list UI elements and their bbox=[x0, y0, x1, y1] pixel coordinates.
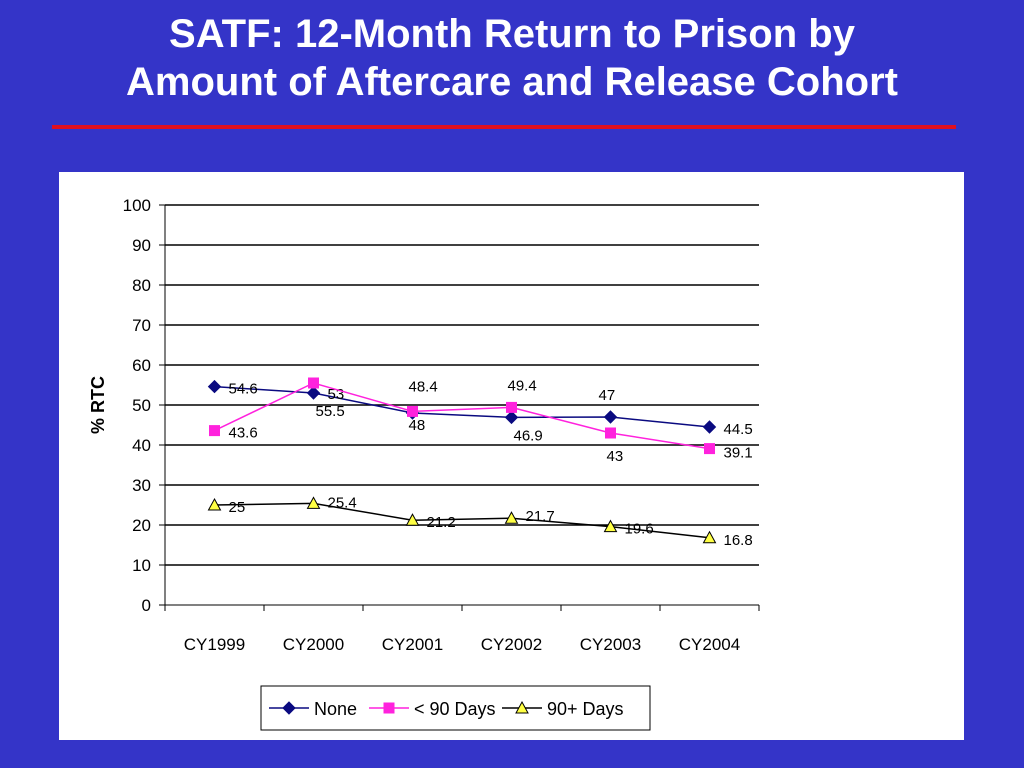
series-1-point-2 bbox=[407, 405, 418, 417]
series-2-data-label-5: 16.8 bbox=[724, 532, 753, 549]
chart-panel: 0 10 20 30 40 50 60 70 80 90 100 CY1999 CY2000 CY2001… bbox=[59, 172, 964, 740]
series-0-data-label-5: 44.5 bbox=[724, 421, 753, 438]
series-0-point-1 bbox=[306, 386, 321, 400]
series-line-2 bbox=[214, 502, 710, 539]
series-2-point-5 bbox=[702, 530, 717, 544]
series-0-point-5 bbox=[702, 420, 717, 434]
y-tick-label-0: 0 bbox=[142, 596, 151, 615]
series-0-point-4 bbox=[603, 410, 618, 424]
series-2-point-1 bbox=[306, 496, 321, 509]
series-line-0 bbox=[214, 385, 710, 428]
series-1-data-label-1: 55.5 bbox=[316, 403, 345, 420]
y-tick-label-100: 100 bbox=[123, 196, 151, 215]
legend-label-1: < 90 Days bbox=[414, 699, 496, 719]
legend-label-2: 90+ Days bbox=[547, 699, 624, 719]
series-1-data-label-5: 39.1 bbox=[724, 445, 753, 462]
title-underline bbox=[52, 125, 956, 129]
series-1-data-label-2: 48.4 bbox=[409, 378, 438, 395]
series-0-data-label-3: 46.9 bbox=[514, 427, 543, 444]
x-tick-label-cy2004: CY2004 bbox=[679, 635, 740, 654]
y-tick-label-10: 10 bbox=[132, 556, 151, 575]
y-tick-label-60: 60 bbox=[132, 356, 151, 375]
legend-marker-0 bbox=[282, 701, 296, 715]
slide-title: SATF: 12-Month Return to Prison by Amoun… bbox=[0, 10, 1024, 106]
series-2-data-label-4: 19.6 bbox=[625, 521, 654, 538]
series-1-point-0 bbox=[209, 425, 220, 437]
series-1-point-5 bbox=[704, 443, 715, 455]
legend-marker-1 bbox=[383, 702, 395, 714]
slide-title-line-2: Amount of Aftercare and Release Cohort bbox=[126, 60, 898, 104]
x-tick-label-cy2000: CY2000 bbox=[283, 635, 344, 654]
series-1-data-label-3: 49.4 bbox=[508, 377, 537, 394]
series-1-data-label-4: 43 bbox=[607, 448, 624, 465]
x-tick-label-cy2001: CY2001 bbox=[382, 635, 443, 654]
y-tick-label-20: 20 bbox=[132, 516, 151, 535]
series-2-data-label-2: 21.2 bbox=[427, 514, 456, 531]
series-2-point-3 bbox=[504, 511, 519, 524]
y-tick-label-70: 70 bbox=[132, 316, 151, 335]
series-2-data-label-0: 25 bbox=[229, 499, 246, 516]
series-2-point-2 bbox=[405, 513, 420, 526]
slide-title-line-1: SATF: 12-Month Return to Prison by bbox=[169, 12, 855, 56]
legend-marker-2 bbox=[515, 700, 529, 714]
x-tick-label-cy2003: CY2003 bbox=[580, 635, 641, 654]
y-tick-label-80: 80 bbox=[132, 276, 151, 295]
y-tick-label-50: 50 bbox=[132, 396, 151, 415]
series-1-data-label-0: 43.6 bbox=[229, 425, 258, 442]
series-2-data-label-3: 21.7 bbox=[526, 508, 555, 525]
series-0-data-label-4: 47 bbox=[599, 387, 616, 404]
series-0-data-label-0: 54.6 bbox=[229, 381, 258, 398]
y-tick-label-40: 40 bbox=[132, 436, 151, 455]
series-1-point-1 bbox=[308, 377, 319, 389]
legend-label-0: None bbox=[314, 699, 357, 719]
x-tick-label-cy1999: CY1999 bbox=[184, 635, 245, 654]
x-tick-label-cy2002: CY2002 bbox=[481, 635, 542, 654]
line-chart: 0 10 20 30 40 50 60 70 80 90 100 CY1999 CY2000 CY2001… bbox=[88, 196, 760, 731]
series-0-data-label-1: 53 bbox=[328, 386, 345, 403]
series-line-1 bbox=[214, 382, 710, 450]
y-axis-title: % RTC bbox=[88, 376, 108, 434]
series-1-point-4 bbox=[605, 427, 616, 439]
series-1-point-3 bbox=[506, 401, 517, 413]
series-2-point-4 bbox=[603, 519, 618, 533]
y-tick-label-30: 30 bbox=[132, 476, 151, 495]
series-0-point-0 bbox=[207, 379, 222, 394]
series-2-point-0 bbox=[207, 497, 222, 511]
series-0-point-3 bbox=[504, 410, 519, 425]
legend-box bbox=[260, 685, 651, 731]
series-0-data-label-2: 48 bbox=[409, 417, 426, 434]
series-2-data-label-1: 25.4 bbox=[328, 494, 357, 511]
y-tick-label-90: 90 bbox=[132, 236, 151, 255]
